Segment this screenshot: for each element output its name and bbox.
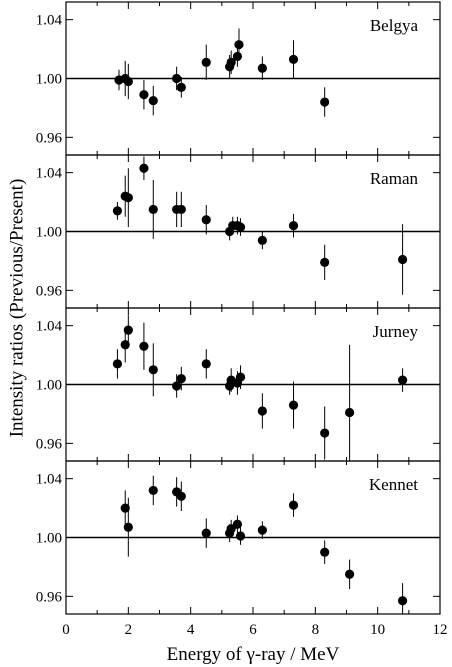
data-point: [201, 57, 211, 67]
data-point: [148, 95, 158, 106]
y-tick-label: 1.00: [36, 531, 62, 547]
data-point: [345, 569, 355, 579]
panels-group: 0.96 1.00 1.04 Belgya 0.96 1.00 1.04 Raman 0.96 1…: [36, 1, 441, 615]
y-axis-title: Intensity ratios (Previous/Present): [6, 179, 27, 438]
panel-label: Raman: [370, 169, 419, 188]
data-point: [235, 531, 246, 541]
data-point: [172, 381, 182, 391]
data-point: [288, 221, 299, 231]
x-tick-label: 6: [249, 622, 257, 638]
data-point: [398, 254, 408, 265]
data-point: [320, 547, 330, 557]
data-point: [226, 57, 236, 67]
data-point: [148, 365, 158, 375]
data-point: [120, 503, 130, 513]
panel-raman: 0.96 1.00 1.04 Raman: [36, 154, 441, 309]
data-point: [139, 341, 149, 351]
data-point: [176, 204, 186, 215]
x-axis-title: Energy of γ-ray / MeV: [167, 644, 340, 665]
data-point: [176, 491, 186, 501]
panel-belgya: 0.96 1.00 1.04 Belgya: [36, 1, 441, 156]
panel-label: Kennet: [369, 475, 418, 494]
data-point: [123, 522, 133, 532]
data-point: [139, 163, 149, 173]
y-tick-label: 0.96: [36, 130, 63, 146]
data-point: [123, 193, 133, 203]
data-point: [257, 406, 267, 416]
data-point: [320, 97, 330, 107]
data-point: [398, 596, 408, 606]
y-tick-label: 1.04: [36, 472, 63, 488]
data-point: [148, 204, 158, 215]
x-tick-label: 10: [370, 622, 385, 638]
data-point: [148, 485, 158, 496]
y-tick-label: 0.96: [36, 436, 63, 452]
y-tick-label: 1.04: [36, 166, 63, 182]
data-point: [176, 82, 186, 92]
data-point: [320, 257, 330, 267]
data-point: [235, 222, 246, 232]
data-point: [232, 51, 243, 62]
y-tick-label: 1.04: [36, 13, 63, 29]
y-tick-label: 1.00: [36, 225, 62, 241]
data-point: [235, 372, 246, 382]
data-point: [398, 375, 408, 385]
data-point: [123, 76, 133, 87]
y-tick-label: 1.00: [36, 378, 62, 394]
y-tick-label: 1.04: [36, 319, 63, 335]
data-point: [172, 73, 182, 84]
data-point: [232, 519, 243, 529]
data-point: [201, 215, 211, 225]
x-axis: 0 2 4 6 8 10 12: [62, 622, 447, 638]
x-tick-label: 4: [187, 622, 195, 638]
data-point: [257, 525, 267, 535]
data-point: [320, 428, 330, 438]
data-point: [234, 40, 244, 50]
data-point: [201, 528, 211, 538]
data-point: [201, 359, 211, 369]
x-tick-label: 12: [433, 622, 448, 638]
data-point: [288, 400, 299, 410]
x-tick-label: 2: [125, 622, 133, 638]
data-point: [257, 63, 267, 73]
data-point: [345, 407, 355, 418]
panel-label: Jurney: [373, 322, 419, 341]
x-tick-label: 8: [312, 622, 320, 638]
panel-jurney: 0.96 1.00 1.04 Jurney: [36, 307, 441, 462]
y-tick-label: 0.96: [36, 589, 63, 605]
data-point: [120, 340, 130, 350]
data-point: [176, 374, 186, 384]
data-point: [123, 325, 133, 335]
y-tick-label: 1.00: [36, 72, 62, 88]
panel-label: Belgya: [370, 16, 419, 35]
data-point: [139, 90, 149, 100]
data-point: [288, 54, 299, 64]
data-point: [257, 235, 267, 245]
data-point: [112, 206, 123, 216]
y-tick-label: 0.96: [36, 283, 63, 299]
panel-kennet: 0.96 1.00 1.04 Kennet: [36, 460, 441, 615]
data-point: [112, 359, 123, 369]
x-tick-label: 0: [62, 622, 70, 638]
data-point: [288, 500, 299, 510]
